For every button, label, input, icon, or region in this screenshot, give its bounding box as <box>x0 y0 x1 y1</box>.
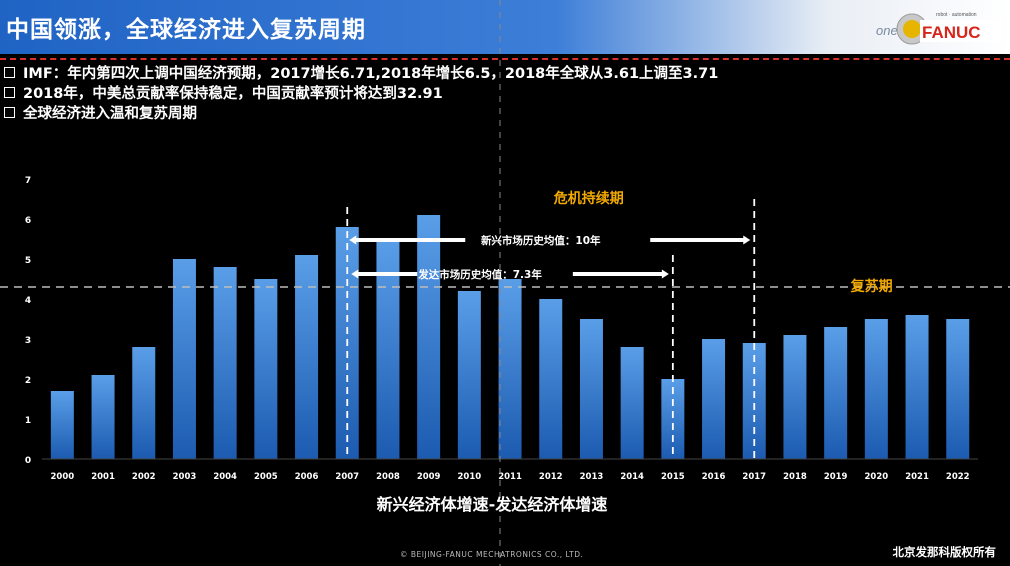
page-title: 中国领涨，全球经济进入复苏周期 <box>6 17 366 43</box>
y-tick-label: 6 <box>25 216 31 226</box>
y-tick-label: 4 <box>25 296 31 306</box>
checkbox-bullet-icon <box>4 107 15 118</box>
bar-2003 <box>172 259 196 459</box>
bar-2006 <box>295 255 319 459</box>
bar-2017 <box>742 343 766 459</box>
bullet-text: 全球经济进入温和复苏周期 <box>23 106 197 122</box>
x-tick-label: 2021 <box>905 472 929 482</box>
x-tick-label: 2011 <box>498 472 522 482</box>
bar-series <box>50 215 970 459</box>
footer-copyright: © BEIJING-FANUC MECHATRONICS CO., LTD. <box>400 550 584 559</box>
bar-2001 <box>91 375 115 459</box>
y-tick-label: 3 <box>25 336 31 346</box>
bullet-item: 全球经济进入温和复苏周期 <box>4 102 197 123</box>
y-tick-label: 1 <box>25 416 31 426</box>
checkbox-bullet-icon <box>4 87 15 98</box>
bar-2005 <box>254 279 278 459</box>
x-tick-label: 2006 <box>295 472 319 482</box>
fanuc-logo: one FANUC robot · automation <box>876 12 1002 45</box>
bar-2009 <box>417 215 441 459</box>
logo-prefix: one <box>876 23 898 38</box>
x-tick-label: 2010 <box>458 472 482 482</box>
bar-2004 <box>213 267 237 459</box>
x-tick-label: 2016 <box>702 472 726 482</box>
bar-2015 <box>661 379 685 459</box>
emerging-arrow-right-head <box>743 235 751 245</box>
x-tick-label: 2008 <box>376 472 400 482</box>
developed-arrow-right-head <box>661 269 669 279</box>
x-tick-label: 2013 <box>580 472 604 482</box>
checkbox-bullet-icon <box>4 67 15 78</box>
developed-average-label: 发达市场历史均值：7.3年 <box>417 268 542 281</box>
recovery-period-label: 复苏期 <box>850 278 893 295</box>
developed-arrow-left-head <box>351 269 359 279</box>
x-tick-label: 2022 <box>946 472 970 482</box>
footer-rights: 北京发那科版权所有 <box>892 545 997 559</box>
x-axis-label: 新兴经济体增速-发达经济体增速 <box>377 495 608 514</box>
x-tick-label: 2001 <box>91 472 115 482</box>
bar-2020 <box>864 319 888 459</box>
bar-2019 <box>824 327 848 459</box>
red-dashed-divider <box>0 58 1010 60</box>
x-tick-label: 2000 <box>51 472 75 482</box>
emerging-arrow-left-head <box>349 235 357 245</box>
x-tick-label: 2012 <box>539 472 563 482</box>
y-tick-label: 5 <box>25 256 31 266</box>
x-tick-label: 2005 <box>254 472 278 482</box>
x-tick-label: 2007 <box>335 472 359 482</box>
bullet-item: IMF：年内第四次上调中国经济预期，2017增长6.71,2018年增长6.5，… <box>4 62 718 83</box>
bar-2021 <box>905 315 929 459</box>
bar-2022 <box>946 319 970 459</box>
bar-2002 <box>132 347 156 459</box>
header-bar: 中国领涨，全球经济进入复苏周期 one FANUC robot · automa… <box>0 0 1010 54</box>
x-tick-label: 2017 <box>742 472 766 482</box>
x-tick-label: 2019 <box>824 472 848 482</box>
crisis-period-label: 危机持续期 <box>553 190 624 207</box>
x-tick-label: 2014 <box>620 472 644 482</box>
bullet-text: IMF：年内第四次上调中国经济预期，2017增长6.71,2018年增长6.5，… <box>23 66 719 82</box>
x-tick-label: 2002 <box>132 472 156 482</box>
y-axis: 0 1 2 3 4 5 6 7 <box>25 176 31 466</box>
y-tick-label: 7 <box>25 176 31 186</box>
bar-2012 <box>539 299 563 459</box>
bullet-item: 2018年，中美总贡献率保持稳定，中国贡献率预计将达到32.91 <box>4 82 443 103</box>
bar-2010 <box>457 291 481 459</box>
x-tick-label: 2018 <box>783 472 807 482</box>
bar-2000 <box>50 391 74 459</box>
logo-tagline: robot · automation <box>936 12 977 18</box>
x-axis: 2000 2001 2002 2003 2004 2005 2006 2007 2008 2009… <box>42 458 979 482</box>
x-tick-label: 2003 <box>173 472 197 482</box>
logo-text: FANUC <box>922 23 981 42</box>
bar-2016 <box>702 339 726 459</box>
x-tick-label: 2015 <box>661 472 685 482</box>
bar-2018 <box>783 335 807 459</box>
x-tick-label: 2009 <box>417 472 441 482</box>
bar-2008 <box>376 239 400 459</box>
x-tick-label: 2020 <box>865 472 889 482</box>
x-tick-label: 2004 <box>213 472 237 482</box>
bar-2011 <box>498 279 522 459</box>
bar-2014 <box>620 347 644 459</box>
y-tick-label: 2 <box>25 376 31 386</box>
y-tick-label: 0 <box>25 456 31 466</box>
bullet-text: 2018年，中美总贡献率保持稳定，中国贡献率预计将达到32.91 <box>23 86 443 102</box>
emerging-average-label: 新兴市场历史均值：10年 <box>481 234 601 247</box>
bar-2013 <box>579 319 603 459</box>
